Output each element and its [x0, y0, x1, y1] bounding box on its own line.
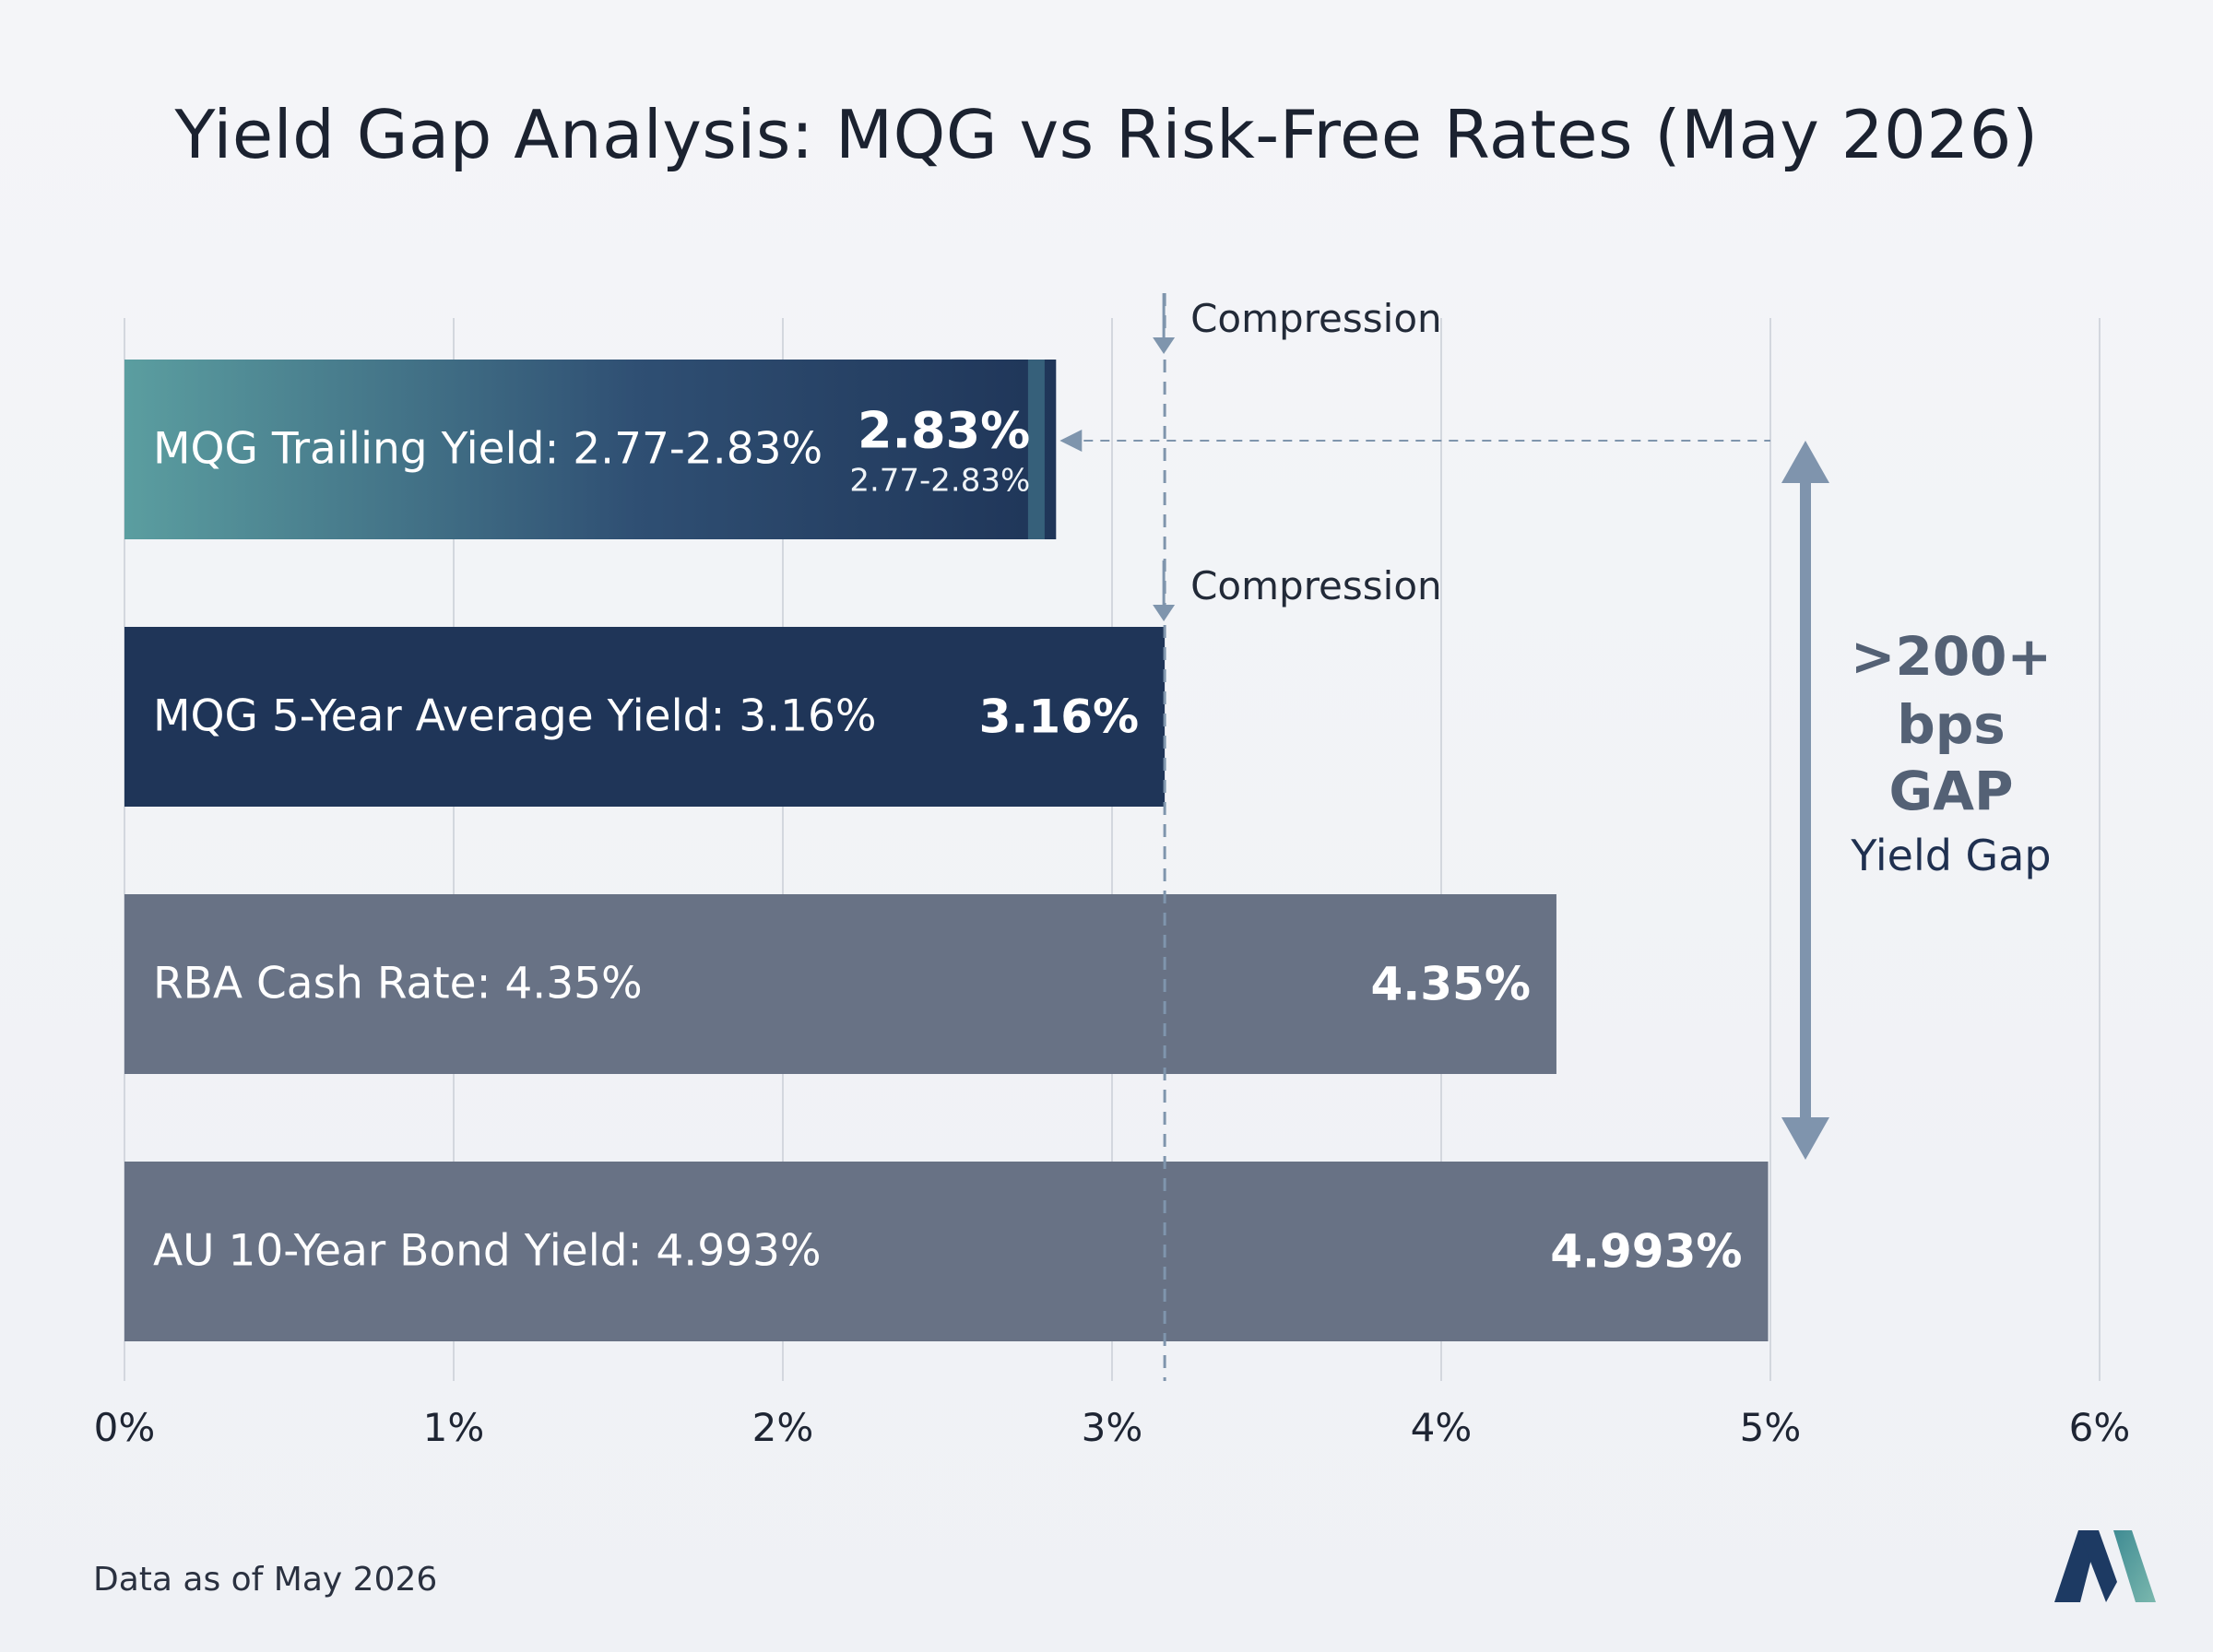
- double-headed-arrow-icon: [1781, 1117, 1829, 1160]
- bar-value-label: 4.35%: [1370, 958, 1530, 1011]
- m-logo-icon: [2054, 1530, 2156, 1602]
- compression-label: Compression: [1190, 563, 1442, 608]
- bar: [124, 894, 1556, 1074]
- bar-category-label: MQG Trailing Yield: 2.77-2.83%: [153, 424, 822, 475]
- x-axis-ticks: 0% 1% 2% 3% 4% 5% 6%: [94, 1405, 2131, 1450]
- bar: [124, 360, 1057, 539]
- gap-text-line: GAP: [1888, 760, 2013, 822]
- arrow-down-icon: [1153, 337, 1176, 354]
- bar-value-label: 2.83%: [858, 402, 1030, 460]
- bar-range-label: 2.77-2.83%: [849, 463, 1030, 500]
- bar: [124, 627, 1166, 807]
- bar: [124, 1162, 1769, 1341]
- gap-text-line: bps: [1897, 693, 2006, 756]
- bar-category-label: MQG 5-Year Average Yield: 3.16%: [153, 691, 877, 742]
- x-tick-label: 5%: [1740, 1405, 1802, 1450]
- x-tick-label: 6%: [2069, 1405, 2131, 1450]
- logo-middle-stroke: [2078, 1530, 2117, 1602]
- x-tick-label: 1%: [423, 1405, 485, 1450]
- range-band: [1027, 360, 1045, 539]
- data-date-note: Data as of May 2026: [93, 1561, 438, 1599]
- chart-title: Yield Gap Analysis: MQG vs Risk-Free Rat…: [174, 96, 2039, 173]
- x-tick-label: 0%: [94, 1405, 156, 1450]
- gap-text-line: >200+: [1851, 625, 2052, 688]
- arrow-down-icon: [1153, 605, 1176, 621]
- logo-right-stroke: [2113, 1530, 2156, 1602]
- bar-value-label: 4.993%: [1550, 1225, 1742, 1279]
- arrow-left-icon: [1059, 430, 1083, 452]
- x-tick-label: 2%: [752, 1405, 814, 1450]
- bar-category-label: RBA Cash Rate: 4.35%: [153, 959, 643, 1009]
- gap-caption: Yield Gap: [1850, 831, 2051, 880]
- compression-label: Compression: [1190, 296, 1442, 341]
- bar-category-label: AU 10-Year Bond Yield: 4.993%: [153, 1226, 822, 1277]
- bar-value-label: 3.16%: [979, 690, 1139, 744]
- bars: MQG Trailing Yield: 2.77-2.83% 2.83%2.77-…: [124, 360, 1769, 1341]
- x-tick-label: 3%: [1082, 1405, 1143, 1450]
- x-tick-label: 4%: [1411, 1405, 1473, 1450]
- double-headed-arrow-icon: [1781, 441, 1829, 483]
